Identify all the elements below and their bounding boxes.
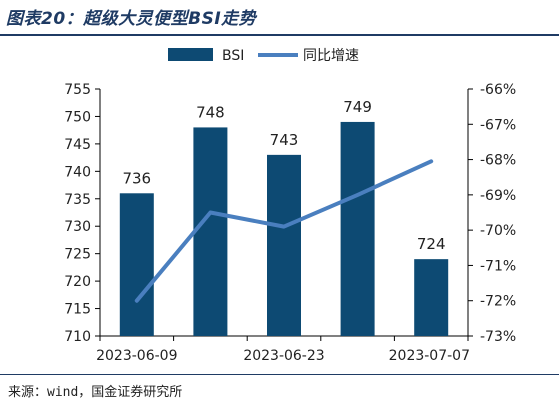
bsi-data-label: 724 [417, 235, 446, 253]
source-rule [0, 374, 559, 375]
bsi-data-label: 743 [270, 131, 299, 149]
bsi-bar [119, 193, 154, 336]
left-tick-label: 715 [64, 302, 91, 318]
title-rule [0, 34, 559, 36]
x-tick-label: 2023-06-09 [96, 348, 177, 364]
bsi-bar [267, 154, 301, 336]
right-tick-label: -70% [480, 223, 516, 239]
left-tick-label: 750 [64, 109, 91, 125]
right-tick-label: -73% [480, 329, 516, 345]
x-tick-label: 2023-06-23 [243, 348, 324, 364]
right-tick-label: -68% [480, 153, 516, 169]
left-tick-label: 740 [64, 164, 91, 180]
legend-yoy-label: 同比增速 [303, 48, 359, 64]
x-tick-label: 2023-07-07 [389, 348, 470, 364]
legend-bsi-label: BSI [222, 48, 244, 64]
bsi-data-label: 736 [122, 169, 151, 187]
right-tick-label: -72% [480, 294, 516, 310]
bsi-data-label: 748 [196, 103, 225, 121]
left-tick-label: 755 [64, 82, 91, 98]
left-tick-label: 745 [64, 137, 91, 153]
bsi-bar [193, 127, 228, 336]
right-tick-label: -69% [480, 188, 516, 204]
legend-bsi-swatch [168, 48, 213, 61]
left-tick-label: 730 [64, 219, 91, 235]
left-tick-label: 725 [64, 247, 91, 263]
source-note: 来源：wind，国金证券研究所 [8, 385, 183, 400]
right-tick-label: -66% [480, 82, 516, 98]
bsi-bar [340, 121, 375, 336]
right-tick-label: -71% [480, 258, 516, 274]
figure-title: 图表20：超级大灵便型BSI走势 [6, 9, 257, 29]
left-tick-label: 735 [64, 192, 91, 208]
right-tick-label: -67% [480, 117, 516, 133]
bsi-data-label: 749 [343, 98, 372, 116]
bsi-bar [414, 259, 449, 336]
left-tick-label: 710 [64, 329, 91, 345]
left-tick-label: 720 [64, 274, 91, 290]
